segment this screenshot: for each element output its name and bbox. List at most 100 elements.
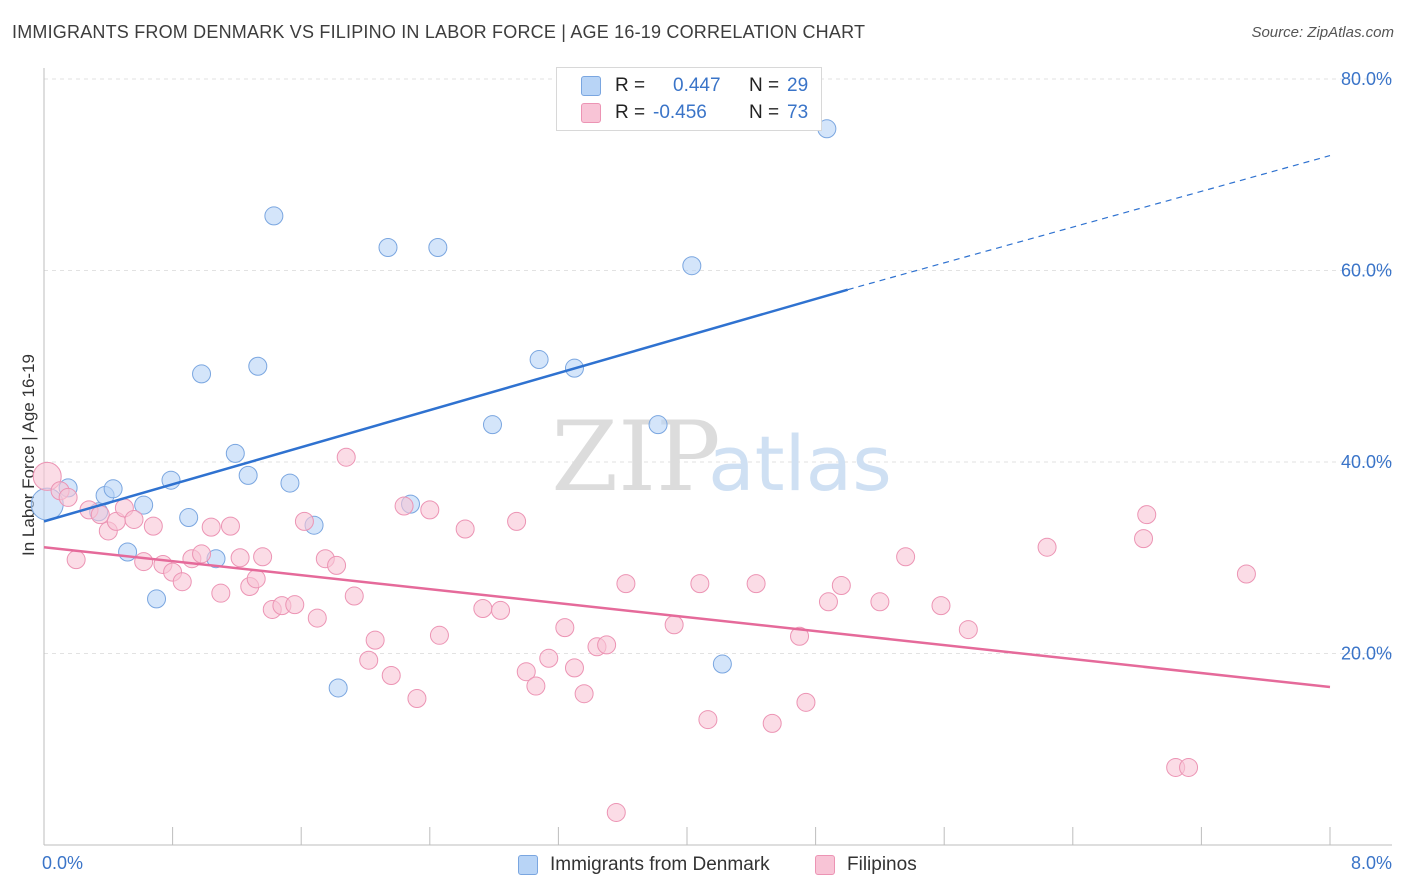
series-swatch-filipinos bbox=[815, 855, 835, 875]
data-point-filipinos bbox=[192, 544, 212, 564]
data-point-filipinos bbox=[307, 608, 327, 628]
legend-n-value: 73 bbox=[787, 102, 809, 123]
data-point-filipinos bbox=[526, 676, 546, 696]
x-tick-label: 8.0% bbox=[1351, 853, 1392, 873]
legend-r-label: R = bbox=[615, 75, 646, 96]
legend-r-value: -0.456 bbox=[653, 102, 707, 123]
data-point-filipinos bbox=[455, 519, 475, 539]
data-point-filipinos bbox=[134, 552, 154, 572]
data-point-filipinos bbox=[285, 595, 305, 615]
series-swatch-denmark bbox=[518, 855, 538, 875]
data-point-filipinos bbox=[931, 596, 951, 616]
trend-layer bbox=[43, 155, 1331, 689]
series-legend-filipinos: Filipinos bbox=[815, 852, 917, 878]
data-point-denmark bbox=[682, 256, 702, 276]
data-point-denmark bbox=[238, 465, 258, 485]
data-point-filipinos bbox=[253, 547, 273, 567]
watermark: ZIP atlas bbox=[551, 401, 891, 513]
data-point-filipinos bbox=[201, 517, 221, 537]
data-point-filipinos bbox=[790, 626, 810, 646]
data-point-filipinos bbox=[394, 496, 414, 516]
legend-n-label: N = bbox=[749, 102, 780, 123]
watermark-atlas: atlas bbox=[708, 419, 892, 508]
data-point-denmark bbox=[118, 542, 138, 562]
data-point-filipinos bbox=[746, 574, 766, 594]
data-point-filipinos bbox=[230, 548, 250, 568]
data-point-filipinos bbox=[664, 615, 684, 635]
legend-r-label: R = bbox=[615, 102, 646, 123]
data-point-filipinos bbox=[336, 447, 356, 467]
data-point-filipinos bbox=[1137, 505, 1157, 525]
trend-line-filipinos bbox=[43, 545, 1331, 689]
data-point-denmark bbox=[648, 415, 668, 435]
data-point-filipinos bbox=[90, 505, 110, 525]
legend-r-value: 0.447 bbox=[673, 75, 721, 96]
data-point-denmark bbox=[147, 589, 167, 609]
data-point-filipinos bbox=[698, 710, 718, 730]
points-layer bbox=[30, 119, 1256, 822]
data-point-denmark bbox=[134, 495, 154, 515]
data-point-filipinos bbox=[172, 572, 192, 592]
series-name-filipinos: Filipinos bbox=[847, 854, 917, 875]
data-point-filipinos bbox=[1134, 529, 1154, 549]
data-point-filipinos bbox=[616, 574, 636, 594]
data-point-denmark bbox=[482, 415, 502, 435]
data-point-filipinos bbox=[344, 586, 364, 606]
data-point-denmark bbox=[428, 238, 448, 258]
correlation-legend: R = 0.447 N = 29 R = -0.456 N = 73 bbox=[556, 67, 822, 131]
data-point-filipinos bbox=[574, 684, 594, 704]
data-point-filipinos bbox=[429, 625, 449, 645]
y-tick-label: 40.0% bbox=[1341, 452, 1392, 472]
data-point-denmark bbox=[264, 206, 284, 226]
legend-n-label: N = bbox=[749, 75, 780, 96]
data-point-filipinos bbox=[507, 511, 527, 531]
data-point-filipinos bbox=[58, 487, 78, 507]
series-legend-denmark: Immigrants from Denmark bbox=[518, 852, 770, 878]
grid-layer bbox=[44, 78, 1392, 654]
data-point-filipinos bbox=[143, 516, 163, 536]
data-point-filipinos bbox=[606, 802, 626, 822]
data-point-filipinos bbox=[211, 583, 231, 603]
data-point-filipinos bbox=[365, 630, 385, 650]
legend-row-denmark: R = 0.447 N = 29 bbox=[581, 73, 808, 99]
data-point-filipinos bbox=[294, 511, 314, 531]
y-tick-label: 80.0% bbox=[1341, 69, 1392, 89]
data-point-filipinos bbox=[555, 618, 575, 638]
data-point-filipinos bbox=[831, 576, 851, 596]
chart-title: IMMIGRANTS FROM DENMARK VS FILIPINO IN L… bbox=[12, 22, 866, 42]
data-point-filipinos bbox=[220, 516, 240, 536]
data-point-filipinos bbox=[407, 689, 427, 709]
data-point-denmark bbox=[248, 356, 268, 376]
tick-label-layer: 20.0% 40.0% 60.0% 80.0% 0.0% 8.0% bbox=[42, 69, 1392, 873]
data-point-denmark bbox=[328, 678, 348, 698]
data-point-filipinos bbox=[762, 713, 782, 733]
data-point-filipinos bbox=[870, 592, 890, 612]
data-point-filipinos bbox=[359, 650, 379, 670]
data-point-filipinos bbox=[420, 500, 440, 520]
data-point-filipinos bbox=[124, 509, 144, 529]
y-tick-label: 60.0% bbox=[1341, 261, 1392, 281]
legend-swatch-denmark bbox=[581, 76, 601, 96]
legend-n-value: 29 bbox=[787, 75, 809, 96]
data-point-filipinos bbox=[516, 662, 536, 682]
data-point-filipinos bbox=[1179, 757, 1199, 777]
data-point-filipinos bbox=[796, 692, 816, 712]
legend-row-filipinos: R = -0.456 N = 73 bbox=[581, 100, 808, 126]
data-point-filipinos bbox=[473, 598, 493, 618]
data-point-filipinos bbox=[66, 550, 86, 570]
y-tick-label: 20.0% bbox=[1341, 644, 1392, 664]
data-point-filipinos bbox=[690, 574, 710, 594]
series-name-denmark: Immigrants from Denmark bbox=[550, 854, 770, 875]
data-point-denmark bbox=[103, 479, 123, 499]
data-point-filipinos bbox=[327, 555, 347, 575]
axis-layer bbox=[43, 68, 1392, 846]
data-point-filipinos bbox=[491, 600, 511, 620]
trend-line-denmark-extension bbox=[847, 155, 1331, 291]
data-point-filipinos bbox=[381, 666, 401, 686]
data-point-filipinos bbox=[1037, 537, 1057, 557]
data-point-denmark bbox=[280, 473, 300, 493]
data-point-filipinos bbox=[246, 569, 266, 589]
data-point-denmark bbox=[192, 364, 212, 384]
watermark-zip: ZIP bbox=[551, 401, 720, 513]
